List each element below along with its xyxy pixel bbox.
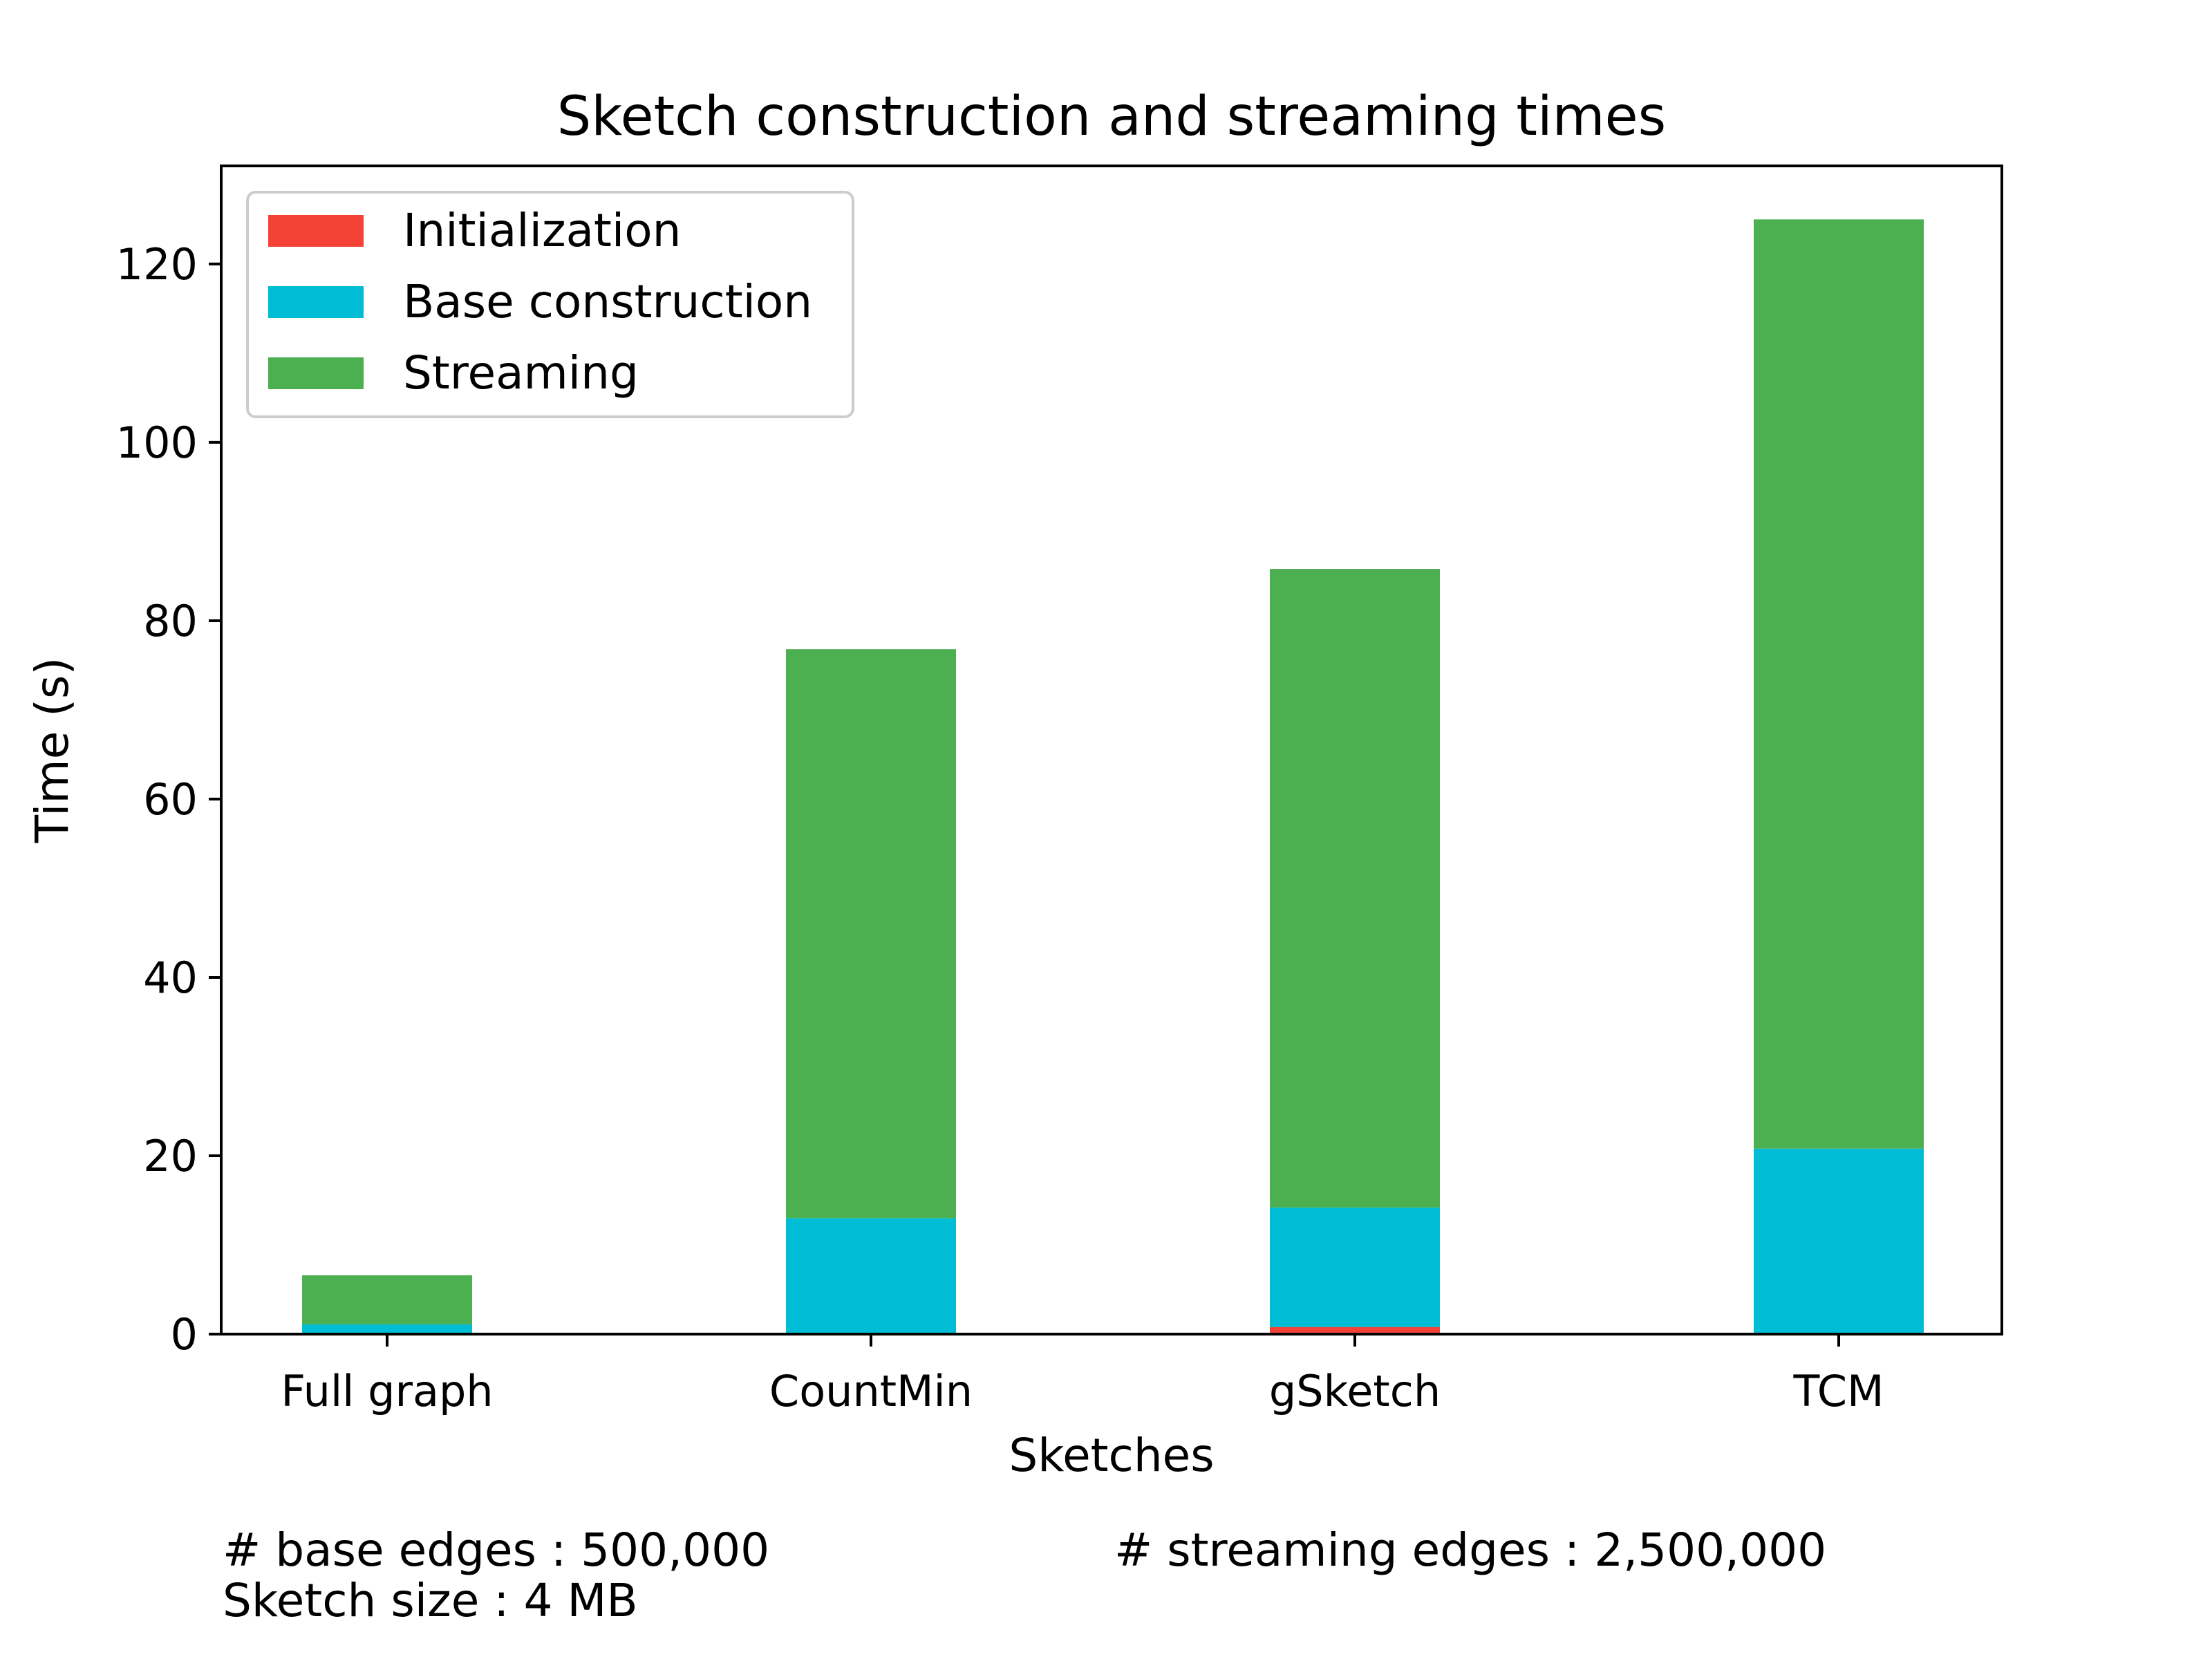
legend-swatch-series-1: [268, 286, 364, 318]
bar-countmin-series-2: [786, 649, 956, 1219]
legend-swatch-series-2: [268, 357, 364, 389]
y-tick-label: 0: [171, 1309, 198, 1360]
footnote-base-edges: # base edges : 500,000: [223, 1524, 769, 1577]
bar-countmin-series-1: [786, 1218, 956, 1334]
legend: Initialization Base construction Streaming: [246, 191, 854, 418]
y-axis-ticks: 0 20 40 60 80 100 120: [116, 239, 221, 1360]
x-tick-label: gSketch: [1269, 1366, 1441, 1416]
bar-gsketch-series-2: [1270, 569, 1440, 1208]
x-tick-label: TCM: [1792, 1366, 1884, 1416]
legend-items: Initialization Base construction Streaming: [268, 204, 812, 400]
bar-full-graph-series-1: [302, 1324, 472, 1334]
footnote-sketch-size: Sketch size : 4 MB: [223, 1574, 638, 1627]
bar-gsketch-series-0: [1270, 1327, 1440, 1334]
plot-frame: [220, 165, 2003, 1335]
y-tick-label: 80: [143, 596, 198, 646]
x-axis-ticks: Full graph CountMin gSketch TCM: [281, 1334, 1884, 1416]
legend-label-series-2: Streaming: [403, 346, 639, 400]
y-tick-label: 60: [143, 774, 198, 825]
legend-label-series-0: Initialization: [403, 204, 681, 257]
bars-group: [302, 219, 1924, 1334]
bar-gsketch-series-1: [1270, 1207, 1440, 1327]
x-tick-label: CountMin: [769, 1366, 973, 1416]
bar-tcm-series-1: [1754, 1148, 1924, 1334]
legend-frame: [246, 191, 854, 418]
bar-full-graph-series-2: [302, 1275, 472, 1324]
bar-tcm-series-2: [1754, 219, 1924, 1149]
legend-label-series-1: Base construction: [403, 275, 812, 328]
y-tick-label: 100: [116, 418, 198, 468]
y-tick-label: 20: [143, 1131, 198, 1181]
x-tick-label: Full graph: [281, 1366, 493, 1416]
y-axis-label: Time (s): [26, 657, 79, 843]
y-tick-label: 120: [116, 239, 198, 290]
y-tick-label: 40: [143, 953, 198, 1003]
chart-title: Sketch construction and streaming times: [557, 86, 1667, 148]
legend-swatch-series-0: [268, 215, 364, 247]
x-axis-label: Sketches: [1009, 1429, 1214, 1482]
footnote-streaming-edges: # streaming edges : 2,500,000: [1114, 1524, 1826, 1577]
